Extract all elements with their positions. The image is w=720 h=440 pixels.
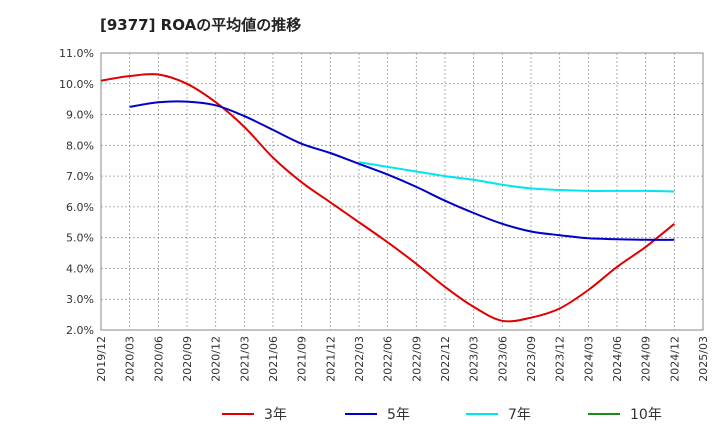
x-tick-label: 2022/09 <box>410 336 423 382</box>
y-tick-label: 3.0% <box>66 293 94 306</box>
x-tick-label: 2020/09 <box>181 336 194 382</box>
x-tick-label: 2023/09 <box>525 336 538 382</box>
x-tick-label: 2023/12 <box>554 336 567 382</box>
x-tick-label: 2024/06 <box>611 336 624 382</box>
y-tick-label: 7.0% <box>66 170 94 183</box>
legend-label: 5年 <box>387 407 410 423</box>
y-tick-label: 10.0% <box>59 78 94 91</box>
x-tick-label: 2022/03 <box>353 336 366 382</box>
x-tick-label: 2020/03 <box>124 336 137 382</box>
x-tick-label: 2024/03 <box>582 336 595 382</box>
y-tick-label: 2.0% <box>66 324 94 337</box>
x-tick-label: 2021/03 <box>238 336 251 382</box>
x-tick-label: 2019/12 <box>95 336 108 382</box>
x-tick-label: 2023/06 <box>496 336 509 382</box>
x-tick-label: 2025/03 <box>697 336 710 382</box>
chart-title: [9377] ROAの平均値の推移 <box>100 16 302 34</box>
x-tick-label: 2021/12 <box>324 336 337 382</box>
y-tick-label: 8.0% <box>66 139 94 152</box>
legend: 3年 5年 7年 10年 <box>222 407 662 423</box>
series-line-3年 <box>100 73 675 323</box>
series-lines <box>100 73 675 323</box>
y-tick-label: 11.0% <box>59 47 94 60</box>
legend-label: 3年 <box>264 407 287 423</box>
x-tick-label: 2024/09 <box>640 336 653 382</box>
grid-lines <box>101 53 703 330</box>
y-tick-label: 4.0% <box>66 262 94 275</box>
x-tick-label: 2021/09 <box>296 336 309 382</box>
series-line-7年 <box>358 161 675 193</box>
legend-label: 7年 <box>508 407 531 423</box>
x-tick-label: 2024/12 <box>668 336 681 382</box>
y-tick-label: 6.0% <box>66 201 94 214</box>
y-tick-label: 5.0% <box>66 232 94 245</box>
series-line-5年 <box>129 100 675 241</box>
x-axis-ticks: 2019/12 2020/03 2020/06 2020/09 2020/12 2021/… <box>95 336 710 382</box>
x-tick-label: 2022/12 <box>439 336 452 382</box>
x-tick-label: 2020/06 <box>152 336 165 382</box>
x-tick-label: 2020/12 <box>210 336 223 382</box>
x-tick-label: 2021/06 <box>267 336 280 382</box>
legend-label: 10年 <box>630 407 662 423</box>
y-axis-ticks: 2.0% 3.0% 4.0% 5.0% 6.0% 7.0% 8.0% 9.0% 10.0% 11.… <box>59 47 94 337</box>
x-tick-label: 2022/06 <box>382 336 395 382</box>
y-tick-label: 9.0% <box>66 109 94 122</box>
x-tick-label: 2023/03 <box>468 336 481 382</box>
